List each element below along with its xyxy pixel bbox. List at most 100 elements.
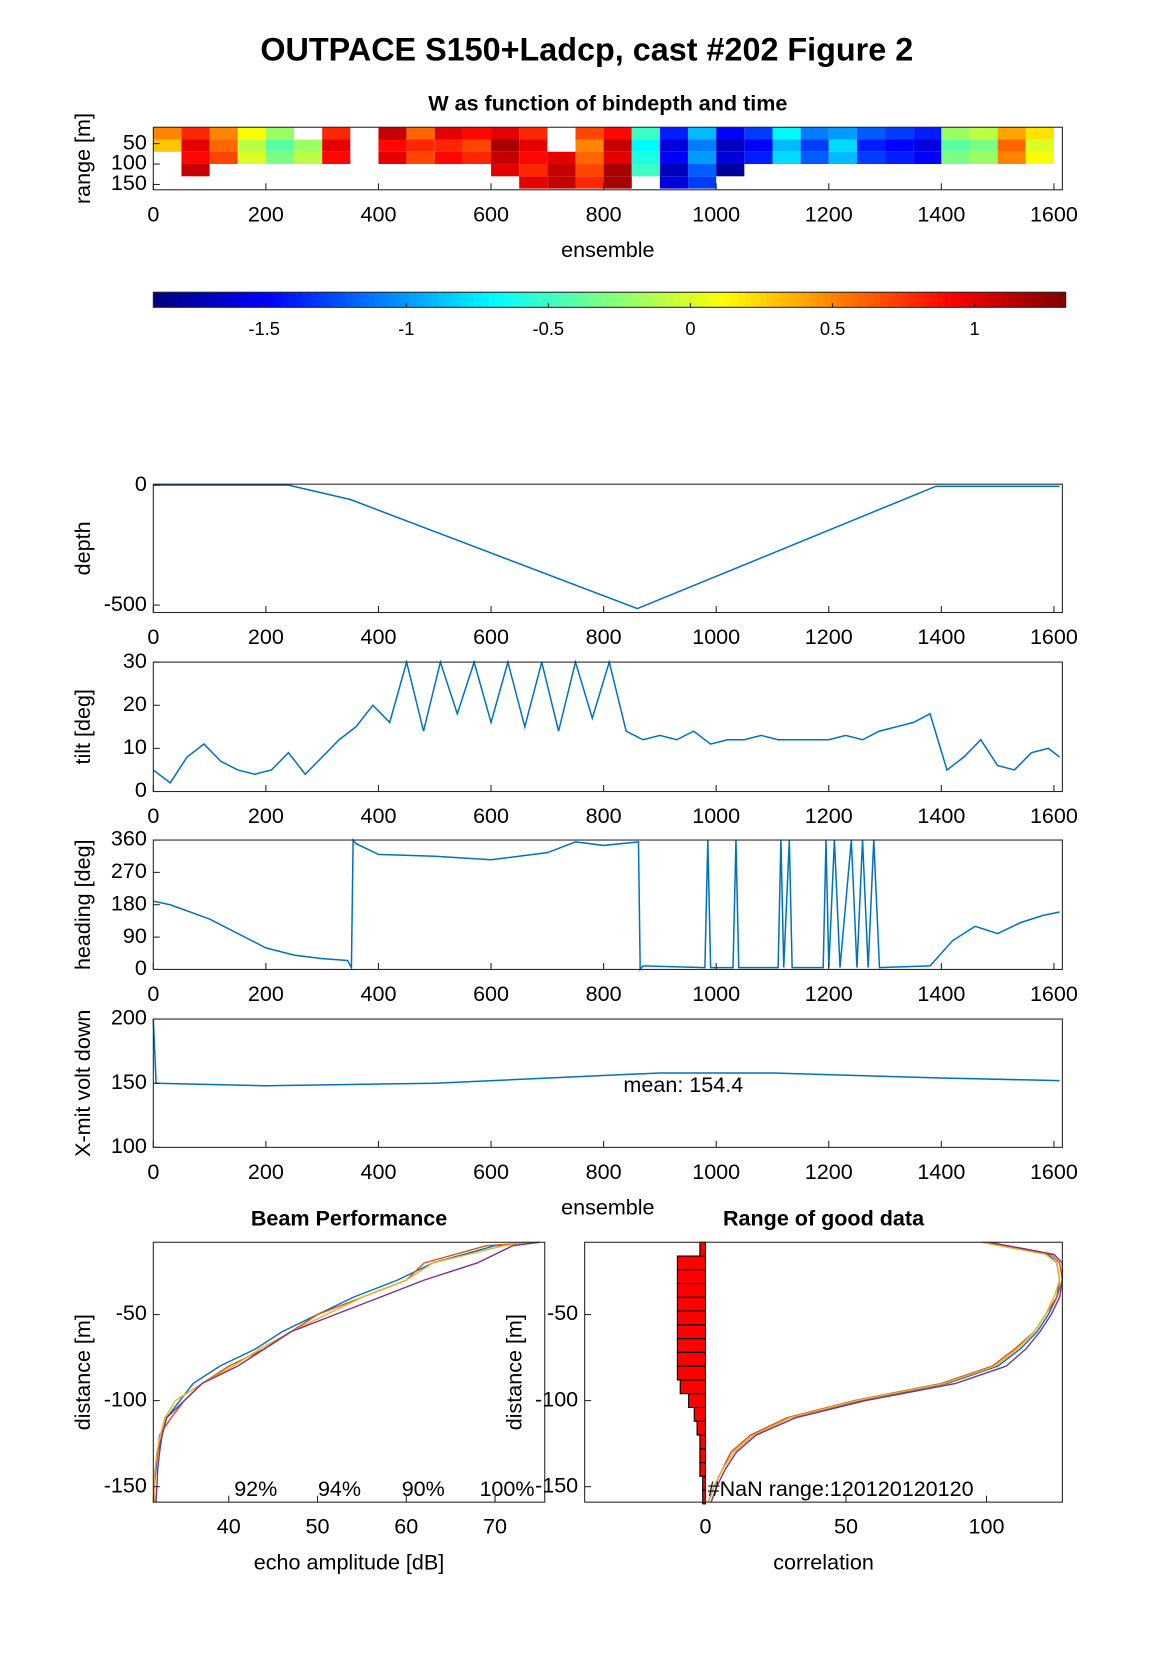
axes-title: Beam Performance (251, 1205, 447, 1230)
heat-cell (631, 151, 660, 165)
colorbar-swatch (495, 292, 504, 308)
bar (676, 1255, 707, 1271)
annotation: 90% (402, 1476, 445, 1501)
plot-area (153, 1242, 545, 1503)
x-axis-label: correlation (773, 1549, 874, 1574)
annotation: 94% (318, 1476, 361, 1501)
colorbar-swatch (915, 292, 924, 308)
colorbar-swatch (866, 292, 874, 308)
colorbar-swatch (573, 292, 582, 308)
colorbar-swatch (744, 292, 753, 308)
colorbar-swatch (1044, 292, 1052, 308)
heat-cell (491, 151, 520, 165)
colorbar-swatch (338, 292, 347, 308)
colorbar-swatch (153, 292, 161, 308)
x-tick-label: 0 (699, 1514, 711, 1539)
heat-cell (800, 151, 829, 165)
heat-cell (913, 139, 942, 152)
colorbar-swatch (894, 292, 903, 308)
y-tick-label: 360 (111, 826, 147, 851)
colorbar-swatch (595, 292, 603, 308)
bar (696, 1420, 707, 1436)
heat-cell (969, 127, 998, 140)
x-tick-label: 0 (147, 624, 159, 649)
heat-cell (885, 151, 914, 165)
bar (676, 1365, 707, 1381)
x-tick-label: 200 (248, 803, 284, 828)
colorbar-swatch (787, 292, 796, 308)
heat-cell (265, 139, 295, 152)
bar (702, 1475, 707, 1491)
colorbar-swatch (1051, 292, 1060, 308)
heat-cell (659, 139, 689, 152)
colorbar-swatch (523, 292, 532, 308)
colorbar-swatch (752, 292, 760, 308)
colorbar-swatch (801, 292, 810, 308)
heat-cell (800, 127, 829, 140)
line-series (153, 484, 1060, 610)
heat-cell (716, 139, 745, 152)
colorbar-swatch (474, 292, 482, 308)
heat-cell (153, 139, 182, 152)
colorbar-swatch (481, 292, 489, 308)
heat-cell (856, 139, 886, 152)
colorbar-swatch (659, 292, 668, 308)
colorbar-swatch (531, 292, 539, 308)
heat-cell (744, 139, 773, 152)
x-tick-label: 1000 (692, 624, 740, 649)
x-tick-label: 600 (473, 1159, 509, 1184)
figure-title: OUTPACE S150+Ladcp, cast #202 Figure 2 (260, 31, 913, 67)
x-tick-label: 40 (217, 1514, 241, 1539)
x-tick-label: 800 (586, 981, 622, 1006)
heat-cell (716, 127, 745, 140)
x-tick-label: 600 (473, 624, 509, 649)
heat-cell (209, 139, 238, 152)
x-tick-label: 1600 (1030, 981, 1078, 1006)
colorbar-swatch (402, 292, 411, 308)
heat-cell (181, 139, 210, 152)
bar (699, 1241, 707, 1257)
x-tick-label: 600 (473, 201, 509, 226)
y-tick-label: 0 (135, 955, 147, 980)
bar (693, 1406, 707, 1422)
y-tick-label: 180 (111, 890, 147, 915)
y-tick-label: -150 (535, 1472, 578, 1497)
heat-cell (491, 139, 520, 152)
x-tick-label: 1200 (805, 803, 853, 828)
colorbar-swatch (509, 292, 518, 308)
colorbar-swatch (773, 292, 782, 308)
y-tick-label: 0 (135, 471, 147, 496)
axes-frame (584, 1241, 1063, 1503)
colorbar-swatch (559, 292, 568, 308)
colorbar-swatch (388, 292, 397, 308)
heat-cell (772, 127, 801, 140)
y-tick-label: 270 (111, 858, 147, 883)
heat-cell (181, 127, 210, 140)
heat-cell (519, 164, 548, 177)
y-axis-label: X-mit volt down (70, 1010, 95, 1157)
plot-area (584, 1242, 1063, 1503)
heat-cell (1025, 139, 1054, 152)
heat-cell (744, 127, 773, 140)
colorbar-swatch (965, 292, 974, 308)
colorbar-swatch (630, 292, 639, 308)
y-tick-label: -500 (104, 591, 147, 616)
x-tick-label: 50 (306, 1514, 330, 1539)
colorbar-swatch (1008, 292, 1017, 308)
x-tick-label: 0 (147, 981, 159, 1006)
colorbar-swatch (680, 292, 689, 308)
x-tick-label: 1200 (805, 1159, 853, 1184)
colorbar-swatch (766, 292, 774, 308)
colorbar-swatch (360, 292, 368, 308)
colorbar-swatch (858, 292, 867, 308)
x-tick-label: 1000 (692, 981, 740, 1006)
y-axis-label: distance [m] (70, 1314, 95, 1430)
bar (679, 1379, 707, 1395)
colorbar-swatch (174, 292, 183, 308)
heat-cell (406, 139, 435, 152)
heat-cell (688, 164, 717, 177)
heat-cell (237, 151, 266, 165)
x-tick-label: 100 (969, 1514, 1005, 1539)
heat-cell (575, 176, 604, 189)
colorbar-swatch (923, 292, 931, 308)
